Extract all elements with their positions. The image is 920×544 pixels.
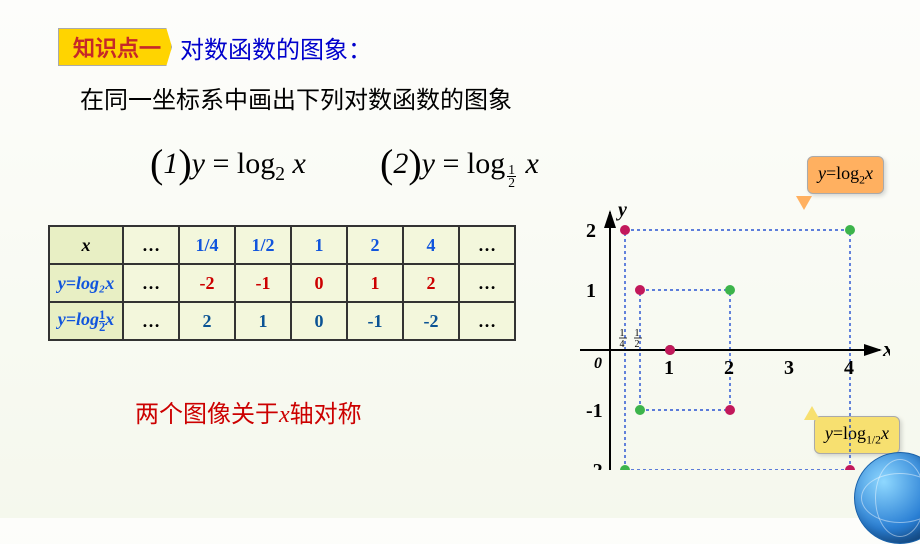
- svg-text:0: 0: [594, 355, 602, 372]
- section-title: 对数函数的图象：: [180, 30, 372, 65]
- svg-text:y: y: [616, 200, 627, 221]
- formula-1: (1)y = log2 x: [150, 140, 306, 187]
- badge-label: 知识点一: [58, 28, 172, 66]
- table-row-x: x … 1/4 1/2 1 2 4 …: [49, 226, 515, 264]
- section-badge: 知识点一 对数函数的图象：: [58, 28, 372, 66]
- svg-text:2: 2: [724, 357, 734, 379]
- svg-text:2: 2: [635, 339, 640, 350]
- svg-text:-2: -2: [586, 460, 603, 470]
- svg-text:3: 3: [784, 357, 794, 379]
- symmetry-note: 两个图像关于x轴对称: [135, 394, 362, 429]
- svg-text:1: 1: [586, 280, 596, 302]
- log-chart: xy01234141221-1-2: [550, 200, 890, 470]
- table-row-loghalf: y=log12x … 2 1 0 -1 -2 …: [49, 302, 515, 340]
- formula-2: (2)y = log12 x: [380, 140, 539, 189]
- svg-text:x: x: [882, 336, 890, 361]
- svg-text:4: 4: [620, 339, 625, 350]
- table-row-log2: y=log₂x … -2 -1 0 1 2 …: [49, 264, 515, 302]
- callout-log2: y=log2x: [807, 156, 884, 194]
- svg-text:4: 4: [844, 357, 854, 379]
- svg-text:1: 1: [664, 357, 674, 379]
- svg-text:2: 2: [586, 220, 596, 242]
- value-table: x … 1/4 1/2 1 2 4 … y=log₂x … -2 -1 0 1 …: [48, 225, 516, 341]
- svg-text:1: 1: [635, 328, 640, 339]
- svg-text:1: 1: [620, 328, 625, 339]
- subtitle: 在同一坐标系中画出下列对数函数的图象: [80, 80, 512, 115]
- svg-text:-1: -1: [586, 400, 603, 422]
